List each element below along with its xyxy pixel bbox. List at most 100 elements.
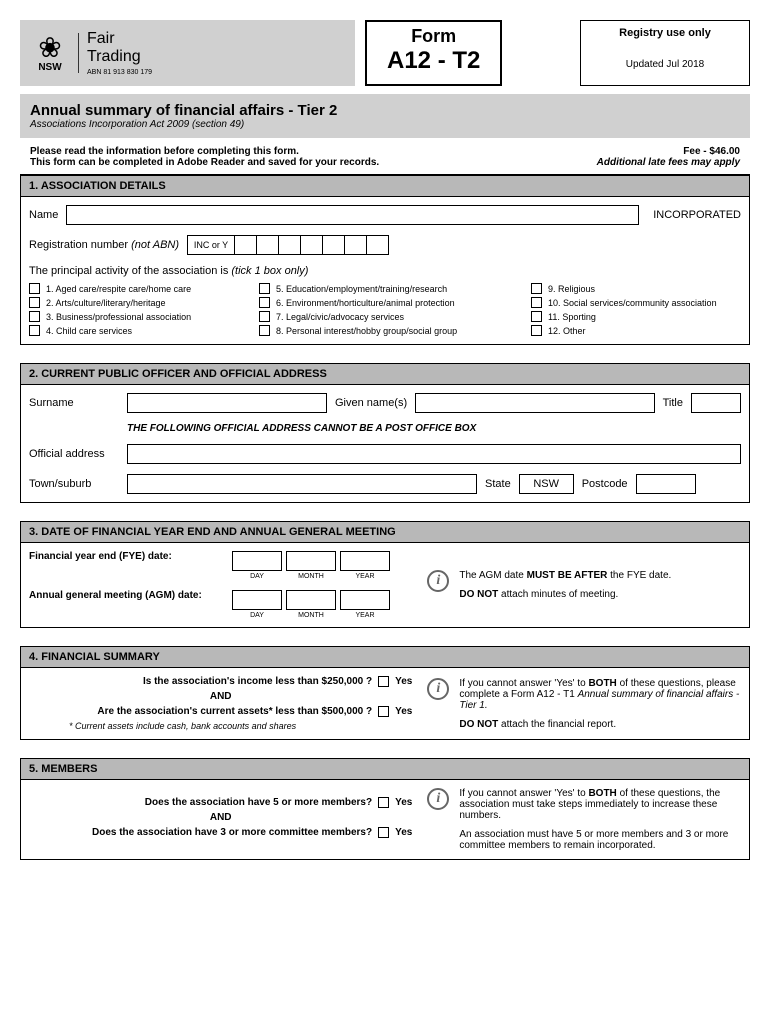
header-row: ❀ NSW Fair Trading ABN 81 913 830 179 Fo… [20,20,750,86]
section-4: 4. FINANCIAL SUMMARY Is the association'… [20,646,750,740]
fye-month[interactable] [286,551,336,571]
activity-checkbox-1[interactable] [29,283,40,294]
agm-day[interactable] [232,590,282,610]
info-row: Please read the information before compl… [20,140,750,175]
name-row: Name INCORPORATED [29,205,741,225]
activity-grid: 1. Aged care/respite care/home care 5. E… [29,283,741,336]
section-4-split: Is the association's income less than $2… [29,676,741,731]
activity-9: 9. Religious [531,283,741,294]
activity-checkbox-10[interactable] [531,297,542,308]
surname-row: Surname Given name(s) Title [29,393,741,413]
nsw-text: NSW [38,62,61,73]
brand-line2: Trading [87,48,152,66]
form-label: Form [387,26,480,47]
fye-date-fields: DAY MONTH YEAR [232,551,390,580]
section-3-right: i The AGM date MUST BE AFTER the FYE dat… [427,570,741,600]
town-row: Town/suburb State NSW Postcode [29,474,741,494]
activity-checkbox-6[interactable] [259,297,270,308]
given-input[interactable] [415,393,654,413]
activity-4: 4. Child care services [29,325,239,336]
postcode-input[interactable] [636,474,696,494]
fye-year[interactable] [340,551,390,571]
section-1-body: Name INCORPORATED Registration number (n… [21,197,749,344]
info-line1: Please read the information before compl… [30,146,379,157]
activity-checkbox-8[interactable] [259,325,270,336]
fye-day[interactable] [232,551,282,571]
info-icon: i [427,788,449,810]
name-input[interactable] [66,205,639,225]
title-input[interactable] [691,393,741,413]
committee-yes-checkbox[interactable] [378,827,389,838]
reg-digit-7[interactable] [367,235,389,255]
section-3-body: Financial year end (FYE) date: DAY MONTH… [21,543,749,627]
section-1: 1. ASSOCIATION DETAILS Name INCORPORATED… [20,175,750,345]
title-label: Title [663,397,683,409]
activity-11: 11. Sporting [531,311,741,322]
fye-label: Financial year end (FYE) date: [29,551,224,562]
main-title: Annual summary of financial affairs - Ti… [30,102,740,119]
activity-6: 6. Environment/horticulture/animal prote… [259,297,511,308]
surname-input[interactable] [127,393,327,413]
activity-5: 5. Education/employment/training/researc… [259,283,511,294]
activity-checkbox-3[interactable] [29,311,40,322]
registry-date: Updated Jul 2018 [587,59,743,70]
activity-checkbox-12[interactable] [531,325,542,336]
warning-row: THE FOLLOWING OFFICIAL ADDRESS CANNOT BE… [29,423,741,434]
section-5-notes: If you cannot answer 'Yes' to BOTH of th… [459,788,741,851]
section-2-body: Surname Given name(s) Title THE FOLLOWIN… [21,385,749,502]
state-value: NSW [519,474,574,494]
reg-digit-1[interactable] [235,235,257,255]
info-left: Please read the information before compl… [30,146,379,168]
activity-2: 2. Arts/culture/literary/heritage [29,297,239,308]
activity-checkbox-2[interactable] [29,297,40,308]
info-icon: i [427,678,449,700]
income-yes-checkbox[interactable] [378,676,389,687]
section-5-header: 5. MEMBERS [21,759,749,780]
form-code-box: Form A12 - T2 [365,20,502,86]
section-3-left: Financial year end (FYE) date: DAY MONTH… [29,551,412,619]
info-right: Fee - $46.00 Additional late fees may ap… [597,146,740,168]
and-label-5: AND [29,812,412,823]
section-3-notes: The AGM date MUST BE AFTER the FYE date.… [459,570,671,600]
name-label: Name [29,209,58,221]
members-yes-checkbox[interactable] [378,797,389,808]
info-icon: i [427,570,449,592]
activity-1: 1. Aged care/respite care/home care [29,283,239,294]
activity-checkbox-4[interactable] [29,325,40,336]
fin-note-1: If you cannot answer 'Yes' to BOTH of th… [459,678,741,711]
fee-text: Fee - $46.00 [597,146,740,157]
agm-month[interactable] [286,590,336,610]
section-4-body: Is the association's income less than $2… [21,668,749,739]
town-input[interactable] [127,474,477,494]
agm-year[interactable] [340,590,390,610]
state-label: State [485,478,511,490]
section-4-right: i If you cannot answer 'Yes' to BOTH of … [427,678,741,730]
activity-checkbox-9[interactable] [531,283,542,294]
reg-digit-6[interactable] [345,235,367,255]
income-question: Is the association's income less than $2… [29,676,412,687]
address-input[interactable] [127,444,741,464]
postcode-label: Postcode [582,478,628,490]
section-4-left: Is the association's income less than $2… [29,676,412,731]
section-5-left: Does the association have 5 or more memb… [29,797,412,842]
section-5-right: i If you cannot answer 'Yes' to BOTH of … [427,788,741,851]
address-label: Official address [29,448,119,460]
info-line2: This form can be completed in Adobe Read… [30,157,379,168]
section-4-header: 4. FINANCIAL SUMMARY [21,647,749,668]
activity-12: 12. Other [531,325,741,336]
reg-digit-2[interactable] [257,235,279,255]
activity-checkbox-5[interactable] [259,283,270,294]
address-warning: THE FOLLOWING OFFICIAL ADDRESS CANNOT BE… [127,423,476,434]
registry-title: Registry use only [587,27,743,39]
incorporated-text: INCORPORATED [647,209,741,221]
section-3: 3. DATE OF FINANCIAL YEAR END AND ANNUAL… [20,521,750,628]
assets-yes-checkbox[interactable] [378,706,389,717]
reg-digit-5[interactable] [323,235,345,255]
activity-checkbox-7[interactable] [259,311,270,322]
reg-digit-3[interactable] [279,235,301,255]
activity-checkbox-11[interactable] [531,311,542,322]
members-note-2: An association must have 5 or more membe… [459,829,741,851]
agm-date-fields: DAY MONTH YEAR [232,590,390,619]
reg-digit-4[interactable] [301,235,323,255]
section-2-header: 2. CURRENT PUBLIC OFFICER AND OFFICIAL A… [21,364,749,385]
